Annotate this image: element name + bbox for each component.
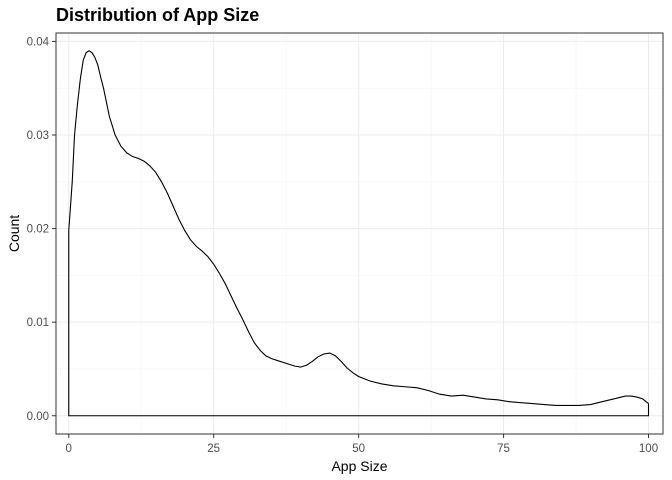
density-curve (68, 50, 650, 417)
x-tick-label: 50 (352, 443, 365, 455)
x-tick-label: 0 (66, 443, 72, 455)
chart-title: Distribution of App Size (56, 5, 259, 25)
y-axis-title: Count (6, 215, 22, 252)
grid-lines (56, 33, 663, 434)
y-tick-label: 0.00 (27, 411, 49, 423)
panel-border (55, 32, 664, 435)
x-axis-title: App Size (331, 458, 387, 474)
x-axis: 0 25 50 75 100 (66, 434, 658, 455)
x-tick-label: 75 (497, 443, 510, 455)
density-curve-group (68, 50, 650, 417)
y-axis: 0.00 0.01 0.02 0.03 0.04 (27, 36, 56, 423)
y-tick-label: 0.04 (27, 36, 50, 48)
x-tick-label: 25 (207, 443, 220, 455)
y-tick-label: 0.03 (27, 130, 49, 142)
y-tick-label: 0.02 (27, 224, 49, 236)
x-tick-label: 100 (639, 443, 658, 455)
y-tick-label: 0.01 (27, 317, 49, 329)
